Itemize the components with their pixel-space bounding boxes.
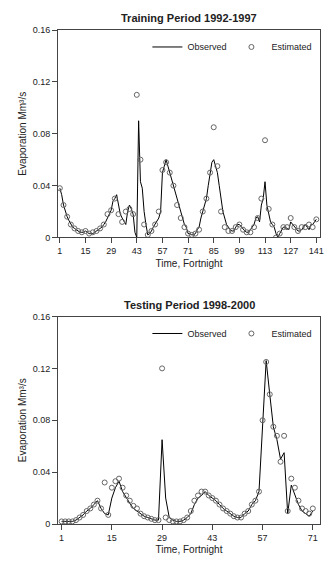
svg-text:0.04: 0.04 bbox=[33, 181, 51, 191]
svg-text:Observed: Observed bbox=[187, 42, 226, 52]
svg-text:0.08: 0.08 bbox=[33, 129, 51, 139]
svg-text:Training Period 1992-1997: Training Period 1992-1997 bbox=[121, 12, 257, 24]
svg-text:99: 99 bbox=[234, 246, 244, 256]
svg-text:Time, Fortnight: Time, Fortnight bbox=[156, 544, 223, 555]
svg-text:1: 1 bbox=[57, 246, 62, 256]
svg-text:71: 71 bbox=[308, 533, 318, 543]
svg-text:85: 85 bbox=[209, 246, 219, 256]
svg-text:0.12: 0.12 bbox=[33, 77, 51, 87]
svg-text:1: 1 bbox=[59, 533, 64, 543]
svg-text:Evaporation Mm³/s: Evaporation Mm³/s bbox=[17, 378, 28, 462]
svg-text:29: 29 bbox=[106, 246, 116, 256]
svg-text:113: 113 bbox=[258, 246, 272, 256]
svg-text:Observed: Observed bbox=[187, 329, 226, 339]
svg-text:43: 43 bbox=[207, 533, 217, 543]
svg-text:127: 127 bbox=[283, 246, 298, 256]
svg-text:141: 141 bbox=[309, 246, 324, 256]
svg-text:Estimated: Estimated bbox=[271, 42, 311, 52]
svg-text:43: 43 bbox=[132, 246, 142, 256]
svg-text:0.16: 0.16 bbox=[33, 25, 51, 35]
svg-text:15: 15 bbox=[80, 246, 90, 256]
svg-text:Testing Period 1998-2000: Testing Period 1998-2000 bbox=[124, 299, 255, 311]
svg-text:0.12: 0.12 bbox=[33, 364, 51, 374]
svg-text:15: 15 bbox=[107, 533, 117, 543]
svg-text:Evaporation Mm³/s: Evaporation Mm³/s bbox=[17, 92, 28, 176]
svg-text:71: 71 bbox=[183, 246, 193, 256]
svg-text:57: 57 bbox=[157, 246, 167, 256]
svg-text:29: 29 bbox=[157, 533, 167, 543]
svg-text:0: 0 bbox=[45, 233, 50, 243]
svg-text:0: 0 bbox=[45, 519, 50, 529]
svg-text:0.08: 0.08 bbox=[33, 415, 51, 425]
svg-text:0.16: 0.16 bbox=[33, 312, 51, 322]
svg-text:Time, Fortnight: Time, Fortnight bbox=[156, 258, 223, 269]
svg-text:Estimated: Estimated bbox=[271, 329, 311, 339]
svg-text:57: 57 bbox=[258, 533, 268, 543]
svg-text:0.04: 0.04 bbox=[33, 467, 51, 477]
